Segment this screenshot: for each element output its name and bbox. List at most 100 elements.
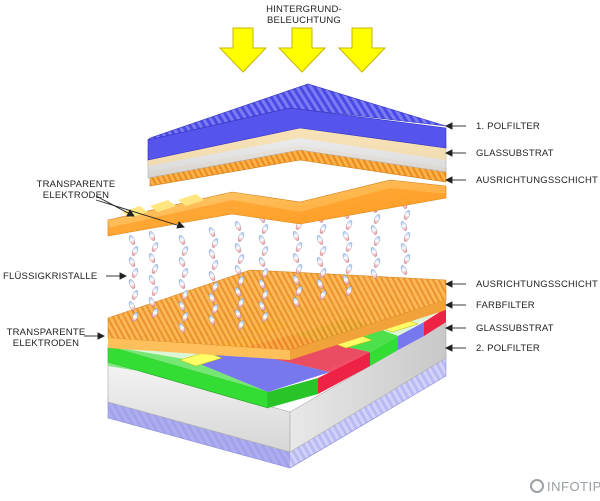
label-ausrichtung-top: AUSRICHTUNGSSCHICHT (476, 175, 598, 186)
liquid-crystal-molecule (211, 304, 219, 314)
liquid-crystal-molecule (148, 275, 156, 285)
liquid-crystal-molecule (208, 271, 216, 281)
liquid-crystal-molecule (258, 257, 266, 267)
liquid-crystal-molecule (211, 260, 219, 270)
liquid-crystal-molecule (403, 254, 411, 264)
liquid-crystal-molecule (148, 253, 156, 263)
liquid-crystal-molecule (342, 231, 350, 241)
label-ausrichtung-bottom: AUSRICHTUNGSSCHICHT (476, 279, 598, 290)
label-farbfilter: FARBFILTER (476, 300, 535, 311)
liquid-crystal-molecule (128, 279, 136, 289)
liquid-crystal-molecule (128, 257, 136, 267)
bottom-alignment-layer (107, 269, 447, 360)
liquid-crystal-molecule (373, 258, 381, 268)
liquid-crystal-molecule (237, 232, 245, 242)
liquid-crystal-molecule (316, 279, 324, 289)
liquid-crystal-molecule (237, 320, 245, 330)
label-electrodes-top-line2: ELEKTRODEN (43, 190, 109, 201)
liquid-crystal-molecule (370, 269, 378, 279)
liquid-crystal-molecule (292, 297, 300, 307)
liquid-crystal-molecule (181, 246, 189, 256)
liquid-crystal-molecule (151, 242, 159, 252)
liquid-crystal-molecule (237, 276, 245, 286)
liquid-crystal-molecule (345, 220, 353, 230)
liquid-crystal-molecule (319, 290, 327, 300)
liquid-crystal-molecule (403, 232, 411, 242)
liquid-crystal-molecule (178, 235, 186, 245)
liquid-crystal-molecule (151, 286, 159, 296)
brand-c-icon (530, 479, 544, 493)
liquid-crystal-molecule (370, 247, 378, 257)
liquid-crystal-molecule (234, 287, 242, 297)
liquid-crystal-molecule (342, 275, 350, 285)
liquid-crystal-molecule (211, 282, 219, 292)
liquid-crystal-molecule (208, 315, 216, 325)
liquid-crystal-molecule (208, 227, 216, 237)
liquid-crystal-molecule (261, 312, 269, 322)
liquid-crystal-molecule (208, 249, 216, 259)
liquid-crystal-molecule (319, 268, 327, 278)
label-electrodes-bottom-line2: ELEKTRODEN (13, 338, 79, 349)
liquid-crystal-molecule (342, 253, 350, 263)
liquid-crystal-molecule (237, 254, 245, 264)
transparent-electrode-strip (150, 200, 176, 212)
label-fluessigkristalle: FLÜSSIGKRISTALLE (3, 271, 97, 282)
liquid-crystal-molecule (292, 275, 300, 285)
liquid-crystal-molecule (178, 301, 186, 311)
liquid-crystal-molecule (373, 214, 381, 224)
brand-name: INFOTIP (547, 479, 600, 494)
liquid-crystal-molecule (345, 286, 353, 296)
liquid-crystal-molecule (295, 242, 303, 252)
liquid-crystal-molecule (237, 298, 245, 308)
liquid-crystal-molecule (178, 257, 186, 267)
liquid-crystal-molecule (131, 290, 139, 300)
liquid-crystal-molecule (316, 235, 324, 245)
liquid-crystal-molecule (131, 312, 139, 322)
backlight-arrows (218, 27, 387, 73)
label-electrodes-bottom-line1: TRANSPARENTE (7, 327, 86, 338)
top-polarizer (147, 83, 447, 161)
label-glassubstrat-bottom: GLASSUBSTRAT (476, 323, 554, 334)
liquid-crystal-molecule (234, 243, 242, 253)
label-backlight-line2: BELEUCHTUNG (267, 15, 341, 26)
liquid-crystal-molecule (128, 301, 136, 311)
label-glassubstrat-top: GLASSUBSTRAT (476, 148, 554, 159)
liquid-crystal-molecule (345, 242, 353, 252)
backlight-arrow-icon (337, 27, 387, 73)
labels: HINTERGRUND- BELEUCHTUNG 1. POLFILTER GL… (3, 4, 598, 354)
liquid-crystal-molecule (211, 238, 219, 248)
liquid-crystal-molecule (181, 312, 189, 322)
label-polfilter-2: 2. POLFILTER (476, 343, 540, 354)
liquid-crystal-molecule (292, 253, 300, 263)
label-electrodes-top-line1: TRANSPARENTE (37, 179, 116, 190)
liquid-crystal-molecule (295, 286, 303, 296)
liquid-crystal-molecule (234, 309, 242, 319)
liquid-crystal-molecule (373, 236, 381, 246)
liquid-crystal-molecule (131, 246, 139, 256)
liquid-crystal-molecule (261, 290, 269, 300)
liquid-crystal-molecule (148, 297, 156, 307)
liquid-crystal-molecule (261, 268, 269, 278)
liquid-crystal-molecule (261, 224, 269, 234)
liquid-crystal-molecule (319, 246, 327, 256)
brand-logo: INFOTIP (530, 479, 600, 494)
label-backlight-line1: HINTERGRUND- (266, 4, 342, 15)
liquid-crystal-molecule (316, 257, 324, 267)
liquid-crystal-molecule (258, 235, 266, 245)
liquid-crystal-molecule (258, 301, 266, 311)
liquid-crystal-molecule (295, 264, 303, 274)
liquid-crystal-molecule (319, 224, 327, 234)
liquid-crystal-molecule (403, 210, 411, 220)
liquid-crystal-molecule (400, 221, 408, 231)
liquid-crystal-molecule (148, 231, 156, 241)
liquid-crystal-molecule (292, 231, 300, 241)
liquid-crystal-molecule (234, 265, 242, 275)
liquid-crystal-molecule (208, 293, 216, 303)
liquid-crystal-molecule (400, 265, 408, 275)
liquid-crystal-molecule (181, 268, 189, 278)
label-polfilter-1: 1. POLFILTER (476, 121, 540, 132)
liquid-crystal-molecule (370, 225, 378, 235)
liquid-crystal-molecule (345, 264, 353, 274)
liquid-crystal-molecule (128, 235, 136, 245)
liquid-crystal-molecule (178, 323, 186, 333)
